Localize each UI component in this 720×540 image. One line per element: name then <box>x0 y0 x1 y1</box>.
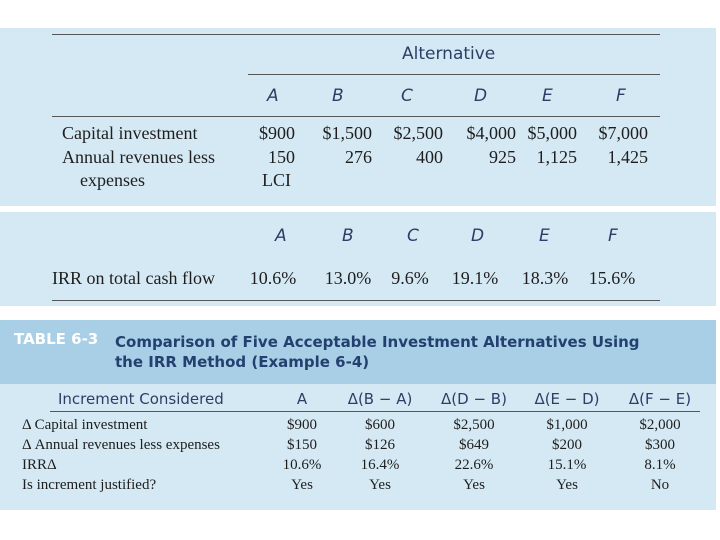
row-label: Is increment justified? <box>22 477 157 493</box>
cell: Yes <box>463 477 485 493</box>
column-header: Δ(B − A) <box>347 390 413 408</box>
row-label: Capital investment <box>62 123 198 143</box>
alternatives-panel: Alternative A B C D E F Capital investment $900… <box>0 28 716 206</box>
column-letter: B <box>342 226 354 246</box>
column-header: A <box>296 390 308 408</box>
cell: $150 <box>287 437 317 453</box>
rule <box>50 411 700 412</box>
row-label: IRRΔ <box>22 457 57 473</box>
title-bar <box>0 320 716 384</box>
cell: Yes <box>369 477 391 493</box>
cell: $300 <box>645 437 675 453</box>
column-letter: B <box>332 86 344 106</box>
cell: $5,000 <box>527 123 578 143</box>
cell: 1,125 <box>536 147 578 167</box>
cell: $649 <box>459 437 489 453</box>
column-header: Δ(E − D) <box>534 390 600 408</box>
rule <box>248 74 660 75</box>
cell: $2,500 <box>453 417 495 433</box>
column-letter: F <box>608 226 618 246</box>
cell: $7,000 <box>598 123 649 143</box>
column-header: Δ(D − B) <box>441 390 507 408</box>
column-header: Increment Considered <box>58 390 224 408</box>
column-letter: A <box>267 86 279 106</box>
cell: $600 <box>365 417 395 433</box>
table-title: Comparison of Five Acceptable Investment… <box>115 333 640 371</box>
cell: $1,000 <box>546 417 588 433</box>
cell: Yes <box>291 477 313 493</box>
row-label: Δ Annual revenues less expenses <box>22 437 220 453</box>
header: Alternative <box>402 44 496 64</box>
cell: 22.6% <box>454 457 494 473</box>
rule <box>52 34 660 35</box>
cell: 15.1% <box>547 457 587 473</box>
row-label: IRR on total cash flow <box>52 268 215 288</box>
rule <box>52 116 660 117</box>
row-label: expenses <box>80 170 145 190</box>
irr-panel: A B C D E F IRR on total cash flow 10.6% 13.0% 9.… <box>0 212 716 306</box>
cell: $2,500 <box>393 123 444 143</box>
column-header: Δ(F − E) <box>628 390 692 408</box>
cell: LCI <box>262 170 291 190</box>
cell: 276 <box>345 147 372 167</box>
column-letter: E <box>539 226 550 246</box>
column-letter: F <box>616 86 626 106</box>
column-letter: D <box>474 86 488 106</box>
rule <box>52 300 660 301</box>
cell: $4,000 <box>466 123 517 143</box>
cell: 1,425 <box>607 147 649 167</box>
cell: 400 <box>416 147 443 167</box>
cell: $126 <box>365 437 395 453</box>
row-label: Δ Capital investment <box>22 417 148 433</box>
cell: 10.6% <box>249 268 297 288</box>
cell: 8.1% <box>644 457 676 473</box>
cell: $900 <box>259 123 295 143</box>
cell: Yes <box>556 477 578 493</box>
cell: 10.6% <box>282 457 322 473</box>
cell: 18.3% <box>521 268 569 288</box>
table-panel: TABLE 6-3 Comparison of Five Acceptable … <box>0 320 716 510</box>
cell: $200 <box>552 437 582 453</box>
column-letter: C <box>407 226 419 246</box>
cell: 19.1% <box>451 268 499 288</box>
row-label: Annual revenues less <box>62 147 215 167</box>
column-letter: A <box>275 226 287 246</box>
cell: 16.4% <box>360 457 400 473</box>
cell: $900 <box>287 417 317 433</box>
cell: 925 <box>489 147 516 167</box>
column-letter: C <box>401 86 413 106</box>
cell: $1,500 <box>322 123 373 143</box>
cell: 15.6% <box>588 268 636 288</box>
cell: $2,000 <box>639 417 681 433</box>
cell: 13.0% <box>324 268 372 288</box>
cell: 150 <box>268 147 295 167</box>
cell: No <box>650 477 670 493</box>
column-letter: D <box>471 226 485 246</box>
column-letter: E <box>542 86 553 106</box>
cell: 9.6% <box>391 268 429 288</box>
table-number: TABLE 6-3 <box>14 330 99 348</box>
